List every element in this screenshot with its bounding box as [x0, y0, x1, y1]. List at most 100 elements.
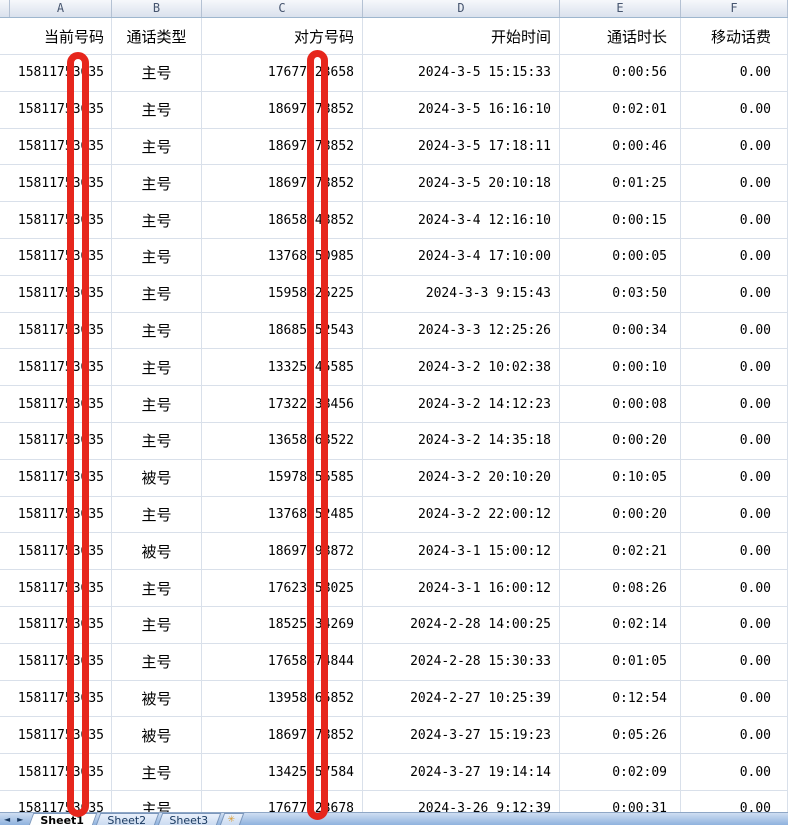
- cell-F22[interactable]: 0.00: [681, 790, 788, 812]
- cell-C13[interactable]: 15978156585: [202, 459, 363, 497]
- cell-A14[interactable]: 15811753635: [0, 496, 112, 534]
- cell-E12[interactable]: 0:00:20: [560, 422, 681, 460]
- cell-B21[interactable]: 主号: [112, 754, 202, 791]
- cell-C12[interactable]: 13658568522: [202, 422, 363, 460]
- cell-B4[interactable]: 主号: [112, 128, 202, 166]
- cell-C2[interactable]: 17677123658: [202, 55, 363, 92]
- cell-A15[interactable]: 15811753635: [0, 533, 112, 571]
- cell-F14[interactable]: 0.00: [681, 496, 788, 534]
- cell-C6[interactable]: 18658548852: [202, 202, 363, 239]
- cell-E8[interactable]: 0:03:50: [560, 275, 681, 313]
- header-cell-C[interactable]: 对方号码: [202, 18, 363, 55]
- cell-B6[interactable]: 主号: [112, 202, 202, 239]
- cell-B14[interactable]: 主号: [112, 496, 202, 534]
- cell-F20[interactable]: 0.00: [681, 717, 788, 755]
- cell-E4[interactable]: 0:00:46: [560, 128, 681, 166]
- header-cell-D[interactable]: 开始时间: [363, 18, 560, 55]
- cell-F11[interactable]: 0.00: [681, 386, 788, 423]
- cell-F12[interactable]: 0.00: [681, 422, 788, 460]
- cell-F18[interactable]: 0.00: [681, 643, 788, 681]
- cell-F6[interactable]: 0.00: [681, 202, 788, 239]
- cell-C8[interactable]: 15958426225: [202, 275, 363, 313]
- cell-D20[interactable]: 2024-3-27 15:19:23: [363, 717, 560, 755]
- cell-C17[interactable]: 18525534269: [202, 606, 363, 644]
- cell-D18[interactable]: 2024-2-28 15:30:33: [363, 643, 560, 681]
- tab-scroll-right-icon[interactable]: ►: [17, 815, 24, 824]
- cell-A9[interactable]: 15811753635: [0, 312, 112, 350]
- cell-E14[interactable]: 0:00:20: [560, 496, 681, 534]
- cell-B2[interactable]: 主号: [112, 55, 202, 92]
- cell-E11[interactable]: 0:00:08: [560, 386, 681, 423]
- cell-E17[interactable]: 0:02:14: [560, 606, 681, 644]
- cell-C5[interactable]: 18697378852: [202, 165, 363, 203]
- column-header-B[interactable]: B: [112, 0, 202, 17]
- cell-B16[interactable]: 主号: [112, 570, 202, 607]
- cell-D8[interactable]: 2024-3-3 9:15:43: [363, 275, 560, 313]
- cell-F3[interactable]: 0.00: [681, 91, 788, 129]
- cell-A2[interactable]: 15811753635: [0, 55, 112, 92]
- cell-E20[interactable]: 0:05:26: [560, 717, 681, 755]
- sheet-tab-sheet3[interactable]: Sheet3: [155, 813, 221, 825]
- cell-C14[interactable]: 13768252485: [202, 496, 363, 534]
- cell-E2[interactable]: 0:00:56: [560, 55, 681, 92]
- cell-A7[interactable]: 15811753635: [0, 238, 112, 276]
- cell-B15[interactable]: 被号: [112, 533, 202, 571]
- cell-C15[interactable]: 18697398872: [202, 533, 363, 571]
- cell-F7[interactable]: 0.00: [681, 238, 788, 276]
- cell-D15[interactable]: 2024-3-1 15:00:12: [363, 533, 560, 571]
- cell-E22[interactable]: 0:00:31: [560, 790, 681, 812]
- cell-F21[interactable]: 0.00: [681, 754, 788, 791]
- cell-C21[interactable]: 13425557584: [202, 754, 363, 791]
- column-header-C[interactable]: C: [202, 0, 363, 17]
- cell-C7[interactable]: 13768250985: [202, 238, 363, 276]
- cell-D3[interactable]: 2024-3-5 16:16:10: [363, 91, 560, 129]
- column-header-A[interactable]: A: [10, 0, 112, 17]
- header-cell-A[interactable]: 当前号码: [0, 18, 112, 55]
- cell-B13[interactable]: 被号: [112, 459, 202, 497]
- cell-E15[interactable]: 0:02:21: [560, 533, 681, 571]
- cell-B19[interactable]: 被号: [112, 680, 202, 718]
- cell-A6[interactable]: 15811753635: [0, 202, 112, 239]
- cell-E21[interactable]: 0:02:09: [560, 754, 681, 791]
- cell-D22[interactable]: 2024-3-26 9:12:39: [363, 790, 560, 812]
- cell-A13[interactable]: 15811753635: [0, 459, 112, 497]
- cell-C20[interactable]: 18697378852: [202, 717, 363, 755]
- header-cell-E[interactable]: 通话时长: [560, 18, 681, 55]
- cell-E16[interactable]: 0:08:26: [560, 570, 681, 607]
- cell-F10[interactable]: 0.00: [681, 349, 788, 387]
- cell-D17[interactable]: 2024-2-28 14:00:25: [363, 606, 560, 644]
- cell-C22[interactable]: 17677123678: [202, 790, 363, 812]
- cell-A22[interactable]: 15811753635: [0, 790, 112, 812]
- cell-D16[interactable]: 2024-3-1 16:00:12: [363, 570, 560, 607]
- cell-B10[interactable]: 主号: [112, 349, 202, 387]
- cell-A5[interactable]: 15811753635: [0, 165, 112, 203]
- cell-E19[interactable]: 0:12:54: [560, 680, 681, 718]
- cell-F2[interactable]: 0.00: [681, 55, 788, 92]
- cell-B7[interactable]: 主号: [112, 238, 202, 276]
- cell-F5[interactable]: 0.00: [681, 165, 788, 203]
- cell-F16[interactable]: 0.00: [681, 570, 788, 607]
- cell-B3[interactable]: 主号: [112, 91, 202, 129]
- cell-E18[interactable]: 0:01:05: [560, 643, 681, 681]
- cell-C19[interactable]: 13958265852: [202, 680, 363, 718]
- cell-D11[interactable]: 2024-3-2 14:12:23: [363, 386, 560, 423]
- cell-D6[interactable]: 2024-3-4 12:16:10: [363, 202, 560, 239]
- cell-E5[interactable]: 0:01:25: [560, 165, 681, 203]
- cell-C9[interactable]: 18685652543: [202, 312, 363, 350]
- cell-B22[interactable]: 主号: [112, 790, 202, 812]
- tab-scroll-left-icon[interactable]: ◄: [4, 815, 11, 824]
- cell-A11[interactable]: 15811753635: [0, 386, 112, 423]
- cell-A20[interactable]: 15811753635: [0, 717, 112, 755]
- cell-E13[interactable]: 0:10:05: [560, 459, 681, 497]
- cell-A3[interactable]: 15811753635: [0, 91, 112, 129]
- column-header-D[interactable]: D: [363, 0, 560, 17]
- cell-B20[interactable]: 被号: [112, 717, 202, 755]
- cell-D4[interactable]: 2024-3-5 17:18:11: [363, 128, 560, 166]
- header-cell-B[interactable]: 通话类型: [112, 18, 202, 55]
- cell-A18[interactable]: 15811753635: [0, 643, 112, 681]
- cell-C16[interactable]: 17623358025: [202, 570, 363, 607]
- cell-D10[interactable]: 2024-3-2 10:02:38: [363, 349, 560, 387]
- cell-F8[interactable]: 0.00: [681, 275, 788, 313]
- cell-E6[interactable]: 0:00:15: [560, 202, 681, 239]
- cell-E3[interactable]: 0:02:01: [560, 91, 681, 129]
